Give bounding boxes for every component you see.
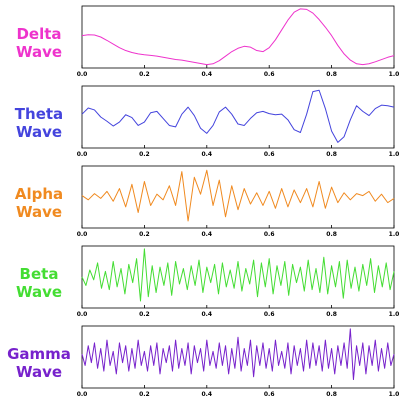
beta-xtick-label: 0.8	[326, 311, 337, 318]
beta-xtick-label: 0.2	[139, 311, 150, 318]
alpha-wave-plot: 0.0 0.2 0.4 0.6 0.8 1.0	[77, 165, 399, 238]
gamma-wave-plot: 0.0 0.2 0.4 0.6 0.8 1.0	[77, 325, 399, 398]
delta-axes-frame	[81, 5, 395, 69]
beta-label-line1: Beta	[19, 265, 59, 283]
delta-label-line1: Delta	[16, 25, 62, 43]
alpha-wave-label: Alpha Wave	[0, 185, 78, 221]
delta-xtick-label: 0.0	[77, 71, 88, 78]
gamma-label-line2: Wave	[15, 363, 63, 381]
beta-wave-line	[81, 248, 395, 302]
gamma-wave-panel: Gamma Wave 0.0 0.2 0.4 0.6 0.8 1.0	[0, 325, 400, 403]
theta-xtick-label: 0.6	[264, 151, 275, 158]
theta-xtick-label: 0.4	[201, 151, 212, 158]
gamma-xtick-label: 0.0	[77, 391, 88, 398]
beta-xtick-label: 0.4	[201, 311, 212, 318]
theta-xtick-label: 0.0	[77, 151, 88, 158]
delta-xtick-label: 0.6	[264, 71, 275, 78]
theta-label-line2: Wave	[15, 123, 63, 141]
delta-label-line2: Wave	[15, 43, 63, 61]
gamma-axes-frame	[81, 325, 395, 389]
beta-xtick-label: 0.0	[77, 311, 88, 318]
gamma-xtick-label: 1.0	[389, 391, 400, 398]
gamma-xtick-label: 0.4	[201, 391, 212, 398]
beta-axes-frame	[81, 245, 395, 309]
alpha-xtick-label: 0.8	[326, 231, 337, 238]
beta-xtick-label: 1.0	[389, 311, 400, 318]
theta-wave-panel: Theta Wave 0.0 0.2 0.4 0.6 0.8 1.0	[0, 85, 400, 163]
gamma-xtick-label: 0.2	[139, 391, 150, 398]
alpha-xtick-label: 0.6	[264, 231, 275, 238]
alpha-wave-panel: Alpha Wave 0.0 0.2 0.4 0.6 0.8 1.0	[0, 165, 400, 243]
delta-xtick-label: 0.8	[326, 71, 337, 78]
gamma-label-line1: Gamma	[7, 345, 71, 363]
beta-wave-plot: 0.0 0.2 0.4 0.6 0.8 1.0	[77, 245, 399, 318]
alpha-label-line1: Alpha	[14, 185, 64, 203]
theta-wave-label: Theta Wave	[0, 105, 78, 141]
theta-label-line1: Theta	[14, 105, 64, 123]
theta-wave-plot: 0.0 0.2 0.4 0.6 0.8 1.0	[77, 85, 399, 158]
alpha-xtick-label: 0.4	[201, 231, 212, 238]
alpha-xtick-label: 0.0	[77, 231, 88, 238]
gamma-xtick-label: 0.8	[326, 391, 337, 398]
alpha-label-line2: Wave	[15, 203, 63, 221]
gamma-wave-line	[81, 328, 395, 381]
delta-xtick-label: 0.4	[201, 71, 212, 78]
beta-wave-label: Beta Wave	[0, 265, 78, 301]
delta-wave-panel: Delta Wave 0.0 0.2 0.4 0.6 0.8 1.0	[0, 5, 400, 83]
theta-xtick-label: 1.0	[389, 151, 400, 158]
delta-xtick-label: 1.0	[389, 71, 400, 78]
delta-wave-label: Delta Wave	[0, 25, 78, 61]
delta-xtick-label: 0.2	[139, 71, 150, 78]
gamma-wave-label: Gamma Wave	[0, 345, 78, 381]
beta-wave-panel: Beta Wave 0.0 0.2 0.4 0.6 0.8 1.0	[0, 245, 400, 323]
alpha-axes-frame	[81, 165, 395, 229]
theta-xtick-label: 0.8	[326, 151, 337, 158]
theta-xtick-label: 0.2	[139, 151, 150, 158]
delta-wave-line	[81, 8, 395, 66]
beta-xtick-label: 0.6	[264, 311, 275, 318]
delta-wave-plot: 0.0 0.2 0.4 0.6 0.8 1.0	[77, 5, 399, 78]
alpha-xtick-label: 1.0	[389, 231, 400, 238]
theta-wave-line	[81, 89, 395, 143]
gamma-xtick-label: 0.6	[264, 391, 275, 398]
beta-label-line2: Wave	[15, 283, 63, 301]
theta-axes-frame	[81, 85, 395, 149]
alpha-xtick-label: 0.2	[139, 231, 150, 238]
alpha-wave-line	[81, 169, 395, 222]
